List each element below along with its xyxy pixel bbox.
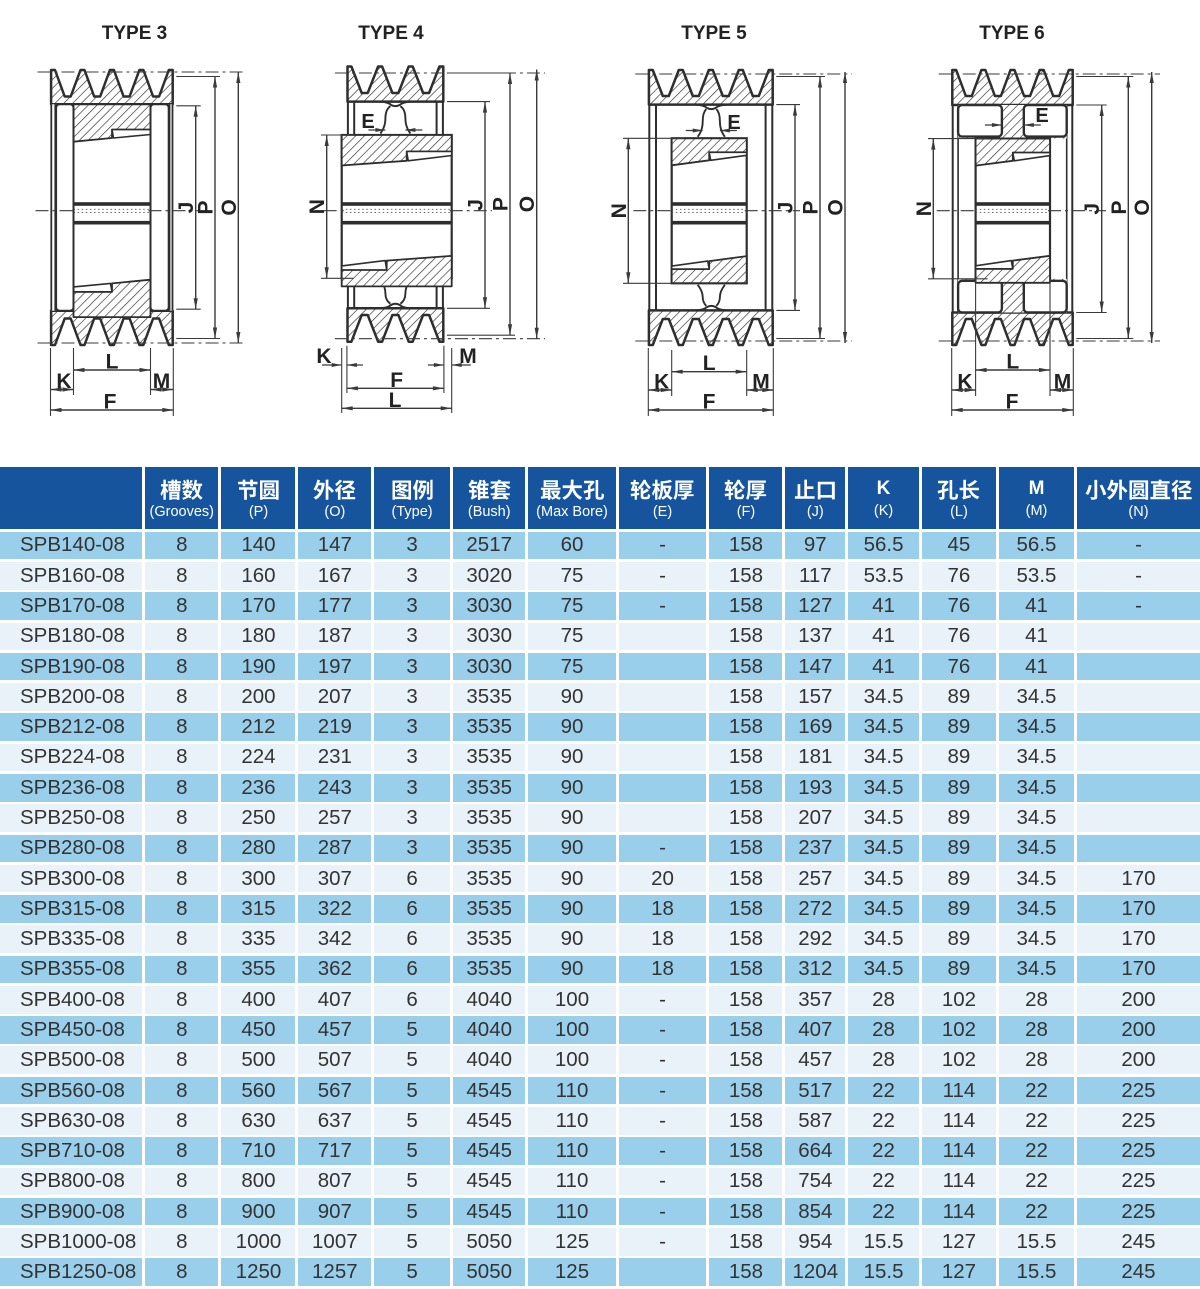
svg-text:J: J	[175, 202, 198, 214]
svg-text:TYPE 4: TYPE 4	[358, 23, 424, 44]
svg-text:J: J	[465, 199, 488, 211]
svg-text:N: N	[306, 199, 329, 214]
svg-text:P: P	[1108, 200, 1131, 214]
svg-text:J: J	[1081, 203, 1104, 215]
svg-text:E: E	[361, 111, 374, 133]
svg-text:J: J	[775, 202, 798, 214]
svg-text:E: E	[1035, 105, 1048, 127]
svg-text:K: K	[957, 371, 972, 394]
svg-text:L: L	[703, 352, 716, 375]
svg-text:TYPE 3: TYPE 3	[102, 23, 167, 44]
svg-text:O: O	[825, 199, 848, 215]
svg-text:F: F	[1006, 391, 1019, 414]
svg-text:P: P	[195, 200, 218, 214]
svg-text:L: L	[1006, 351, 1019, 374]
svg-text:TYPE 6: TYPE 6	[979, 23, 1044, 44]
svg-text:K: K	[654, 371, 669, 394]
svg-text:L: L	[389, 389, 402, 412]
svg-text:M: M	[459, 345, 477, 368]
svg-text:O: O	[218, 199, 241, 215]
svg-text:K: K	[316, 345, 331, 368]
svg-text:M: M	[752, 371, 770, 394]
svg-text:F: F	[390, 369, 403, 392]
svg-text:M: M	[1054, 371, 1072, 394]
svg-text:F: F	[104, 391, 117, 414]
svg-text:TYPE 5: TYPE 5	[681, 23, 747, 44]
svg-text:N: N	[913, 201, 936, 216]
svg-text:O: O	[516, 196, 539, 212]
svg-text:N: N	[608, 203, 631, 218]
svg-text:L: L	[106, 351, 119, 374]
svg-text:E: E	[727, 112, 740, 134]
svg-text:O: O	[1131, 199, 1154, 215]
svg-text:K: K	[56, 370, 71, 393]
svg-text:P: P	[800, 200, 823, 214]
svg-text:F: F	[703, 391, 716, 414]
svg-text:M: M	[153, 370, 171, 393]
svg-text:P: P	[490, 197, 513, 211]
